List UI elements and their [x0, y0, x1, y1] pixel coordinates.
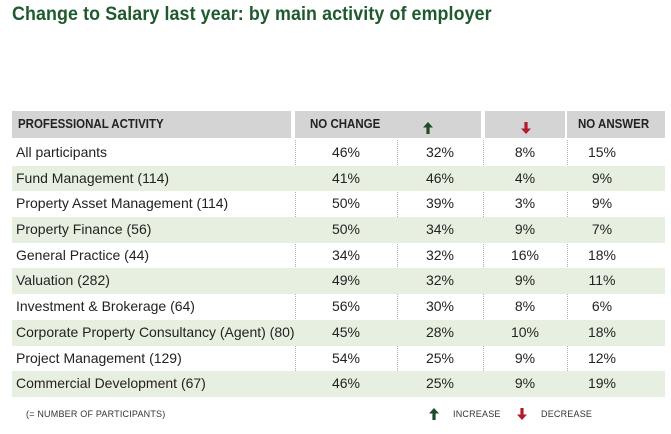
cell-activity: Fund Management (114) [16, 169, 170, 186]
arrow-down-icon [520, 118, 532, 145]
cell-activity: All participants [16, 144, 108, 160]
cell-activity: Project Management (129) [16, 349, 182, 366]
cell-increase: 28% [425, 323, 455, 340]
arrow-up-icon [428, 408, 440, 423]
header-no-answer-label: NO ANSWER [578, 117, 650, 131]
cell-no-answer: 9% [591, 195, 613, 212]
cell-no-change: 54% [331, 349, 361, 366]
page-title: Change to Salary last year: by main acti… [12, 4, 492, 25]
cell-increase: 39% [425, 195, 455, 212]
cell-increase: 32% [425, 272, 455, 289]
cell-activity: Valuation (282) [16, 272, 110, 289]
cell-decrease: 10% [510, 323, 540, 340]
table-header: PROFESSIONAL ACTIVITY NO CHANGE NO ANSWE… [0, 111, 671, 138]
header-no-change-label: NO CHANGE [310, 117, 381, 131]
cell-no-answer: 12% [587, 349, 617, 366]
cell-no-change: 50% [331, 221, 361, 238]
cell-decrease: 8% [514, 144, 536, 160]
table-row: Project Management (129) 54% 25% 9% 12% [0, 346, 671, 372]
cell-increase: 25% [425, 349, 455, 366]
cell-increase: 34% [425, 221, 455, 238]
cell-no-answer: 11% [588, 272, 616, 289]
cell-activity: Commercial Development (67) [16, 375, 206, 392]
legend-increase-label: INCREASE [453, 409, 501, 419]
cell-activity: General Practice (44) [16, 246, 150, 263]
cell-no-answer: 19% [587, 375, 617, 392]
table-row: Commercial Development (67) 46% 25% 9% 1… [0, 371, 671, 397]
footnote: (= NUMBER OF PARTICIPANTS) [26, 409, 166, 419]
cell-increase: 46% [425, 169, 455, 186]
cell-no-change: 41% [331, 169, 361, 186]
cell-decrease: 3% [514, 195, 536, 212]
header-no-change: NO CHANGE [295, 111, 397, 138]
cell-no-change: 56% [331, 298, 361, 315]
cell-decrease: 4% [514, 169, 536, 186]
cell-increase: 25% [425, 375, 455, 392]
cell-increase: 32% [425, 144, 455, 160]
cell-no-change: 50% [331, 195, 361, 212]
cell-activity: Property Asset Management (114) [16, 195, 229, 212]
cell-no-answer: 6% [591, 298, 613, 315]
header-activity-label: PROFESSIONAL ACTIVITY [18, 117, 164, 131]
table-row: Property Finance (56) 50% 34% 9% 7% [0, 217, 671, 243]
table-row: General Practice (44) 34% 32% 16% 18% [0, 243, 671, 269]
table-body: All participants 46% 32% 8% 15% Fund Man… [0, 140, 671, 397]
table-row: Valuation (282) 49% 32% 9% 11% [0, 268, 671, 295]
header-decrease [485, 111, 565, 138]
legend-decrease-label: DECREASE [541, 409, 593, 419]
header-no-answer: NO ANSWER [567, 111, 665, 138]
cell-no-answer: 18% [587, 246, 617, 263]
cell-no-change: 34% [331, 246, 361, 263]
table-row: Investment & Brokerage (64) 56% 30% 8% 6… [0, 294, 671, 320]
table-row: All participants 46% 32% 8% 15% [0, 140, 671, 166]
cell-decrease: 16% [510, 246, 540, 263]
cell-no-answer: 18% [587, 323, 617, 340]
cell-no-change: 46% [331, 144, 361, 160]
legend-increase: INCREASE [428, 407, 500, 423]
table-row: Fund Management (114) 41% 46% 4% 9% [0, 165, 671, 192]
cell-activity: Property Finance (56) [16, 221, 152, 238]
legend: (= NUMBER OF PARTICIPANTS) INCREASE DECR… [0, 407, 671, 425]
cell-no-answer: 15% [587, 144, 617, 160]
arrow-up-icon [422, 118, 434, 145]
cell-decrease: 9% [514, 221, 536, 238]
cell-no-answer: 7% [591, 221, 613, 238]
header-professional-activity: PROFESSIONAL ACTIVITY [12, 111, 291, 138]
cell-increase: 30% [425, 298, 455, 315]
cell-activity: Corporate Property Consultancy (Agent) (… [16, 323, 295, 340]
cell-no-answer: 9% [591, 169, 613, 186]
legend-decrease: DECREASE [516, 407, 592, 423]
header-increase [397, 111, 481, 138]
cell-increase: 32% [425, 246, 455, 263]
cell-decrease: 9% [514, 375, 536, 392]
table-row: Corporate Property Consultancy (Agent) (… [0, 319, 671, 346]
arrow-down-icon [516, 408, 528, 423]
cell-activity: Investment & Brokerage (64) [16, 298, 195, 315]
table-row: Property Asset Management (114) 50% 39% … [0, 191, 671, 217]
cell-decrease: 9% [514, 349, 536, 366]
cell-no-change: 45% [331, 323, 361, 340]
cell-decrease: 9% [514, 272, 536, 289]
cell-no-change: 46% [331, 375, 361, 392]
cell-decrease: 8% [514, 298, 536, 315]
cell-no-change: 49% [331, 272, 361, 289]
